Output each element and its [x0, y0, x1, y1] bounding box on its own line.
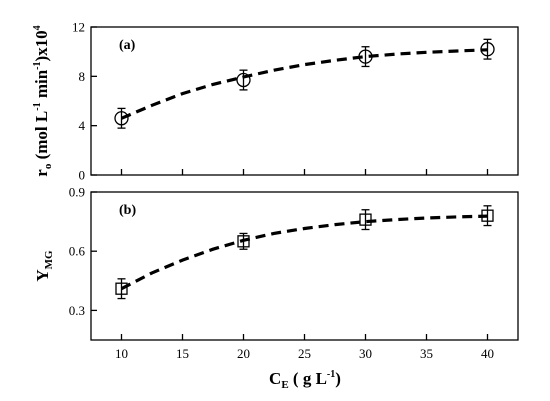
data-point — [114, 111, 129, 126]
panel-label: (a) — [119, 38, 136, 53]
x-tick-label: 15 — [176, 346, 189, 361]
data-point — [115, 282, 128, 295]
y-tick-label: 4 — [79, 118, 86, 133]
y-tick-label: 0.9 — [69, 185, 85, 200]
y-axis-label-b: YMG — [33, 250, 55, 282]
panel-b: 0.3 0.6 0.9 10 15 20 25 30 35 40 (b) — [69, 185, 519, 361]
x-tick-label: 30 — [359, 346, 372, 361]
data-point — [480, 42, 495, 57]
label-superscript: 4 — [32, 25, 43, 30]
label-superscript: -1 — [32, 102, 43, 110]
label-part: r — [32, 169, 51, 177]
data-point — [236, 72, 251, 88]
label-part: ) — [335, 369, 341, 388]
data-point — [237, 235, 250, 248]
label-subscript: o — [42, 163, 54, 169]
x-tick-label: 20 — [237, 346, 250, 361]
plot-frame — [90, 26, 519, 176]
y-tick-label: 0.3 — [69, 303, 85, 318]
label-superscript: -1 — [327, 369, 335, 380]
y-tick-label: 0 — [79, 168, 86, 183]
y-tick-label: 0.6 — [69, 244, 86, 259]
x-tick-label: 10 — [115, 346, 128, 361]
data-point — [481, 209, 494, 222]
plot-frame — [90, 191, 519, 341]
label-subscript: MG — [43, 250, 55, 269]
label-subscript: E — [281, 379, 288, 391]
label-part: (mol L — [32, 111, 51, 164]
x-tick-label: 40 — [481, 346, 494, 361]
label-part: )x10 — [32, 30, 51, 61]
fit-curve — [120, 48, 488, 120]
label-part: min — [32, 69, 51, 102]
label-part: Y — [33, 269, 52, 281]
data-point — [359, 213, 372, 226]
y-axis-label-a: ro (mol L-1 min-1)x104 — [32, 25, 54, 176]
x-axis-label: CE ( g L-1) — [269, 369, 341, 391]
y-tick-label: 8 — [79, 69, 86, 84]
fit-curve — [120, 214, 488, 291]
label-superscript: -1 — [32, 61, 43, 69]
label-part: ( g L — [289, 369, 327, 388]
x-tick-label: 35 — [420, 346, 433, 361]
panel-a: 0 4 8 12 (a) — [72, 20, 519, 183]
x-tick-label: 25 — [298, 346, 311, 361]
label-part: C — [269, 369, 281, 388]
panel-label: (b) — [119, 203, 136, 218]
data-point — [358, 49, 373, 64]
y-tick-label: 12 — [72, 20, 85, 35]
